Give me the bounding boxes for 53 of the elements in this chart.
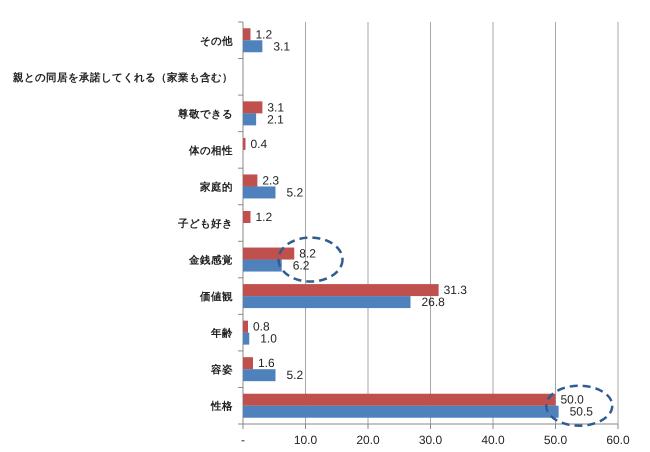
bar <box>243 260 282 272</box>
bar <box>243 101 262 114</box>
y-tick-label: 子ども好き <box>177 218 233 230</box>
x-tick-label: 60.0 <box>606 433 630 447</box>
x-tick-label: 40.0 <box>481 433 505 447</box>
y-tick-label: 家庭的 <box>199 180 233 194</box>
y-tick-label: 容姿 <box>210 363 233 376</box>
bar <box>243 248 294 260</box>
data-label: 3.1 <box>273 39 290 54</box>
data-label: 8.2 <box>299 246 316 261</box>
data-label: 50.5 <box>570 404 594 419</box>
bar <box>243 113 256 126</box>
y-tick-label: 金銭感覚 <box>188 254 233 267</box>
data-label: 2.1 <box>267 112 284 126</box>
data-label: 31.3 <box>444 283 468 298</box>
y-tick-label: 年齢 <box>210 326 234 340</box>
x-tick-label: 10.0 <box>294 433 318 447</box>
bar <box>243 40 262 52</box>
bar <box>243 369 276 382</box>
data-label: 1.2 <box>256 27 273 42</box>
data-label: 5.2 <box>286 368 304 382</box>
x-tick-label: - <box>241 433 245 447</box>
bar <box>243 357 253 370</box>
bar <box>243 284 439 296</box>
y-tick-label: 尊敬できる <box>177 107 233 120</box>
bar <box>243 394 556 406</box>
data-label: 2.3 <box>262 173 280 188</box>
data-label: 1.2 <box>256 210 273 224</box>
data-label: 1.0 <box>260 332 278 346</box>
data-label: 3.1 <box>267 100 284 114</box>
y-tick-label: 価値観 <box>199 290 233 304</box>
bar <box>243 28 250 40</box>
data-label: 0.8 <box>253 320 270 334</box>
data-label: 5.2 <box>286 185 304 200</box>
data-label: 50.0 <box>560 392 584 407</box>
data-label: 26.8 <box>422 295 446 310</box>
x-tick-label: 50.0 <box>544 433 568 447</box>
bar <box>243 296 410 308</box>
bar <box>243 332 250 345</box>
y-tick-label: その他 <box>200 34 234 48</box>
y-tick-label: 体の相性 <box>188 144 233 157</box>
y-tick-label: 性格 <box>210 400 234 413</box>
bar <box>243 211 250 223</box>
bar <box>243 320 248 333</box>
x-tick-label: 20.0 <box>356 433 380 447</box>
data-label: 0.4 <box>250 136 268 151</box>
y-tick-label: 親との同居を承諾してくれる（家業も含む） <box>12 70 233 84</box>
bar <box>243 186 276 198</box>
data-label: 1.6 <box>258 356 276 370</box>
bar <box>243 406 559 418</box>
x-tick-label: 30.0 <box>418 433 442 447</box>
data-label: 6.2 <box>292 258 310 273</box>
bar <box>243 174 258 186</box>
